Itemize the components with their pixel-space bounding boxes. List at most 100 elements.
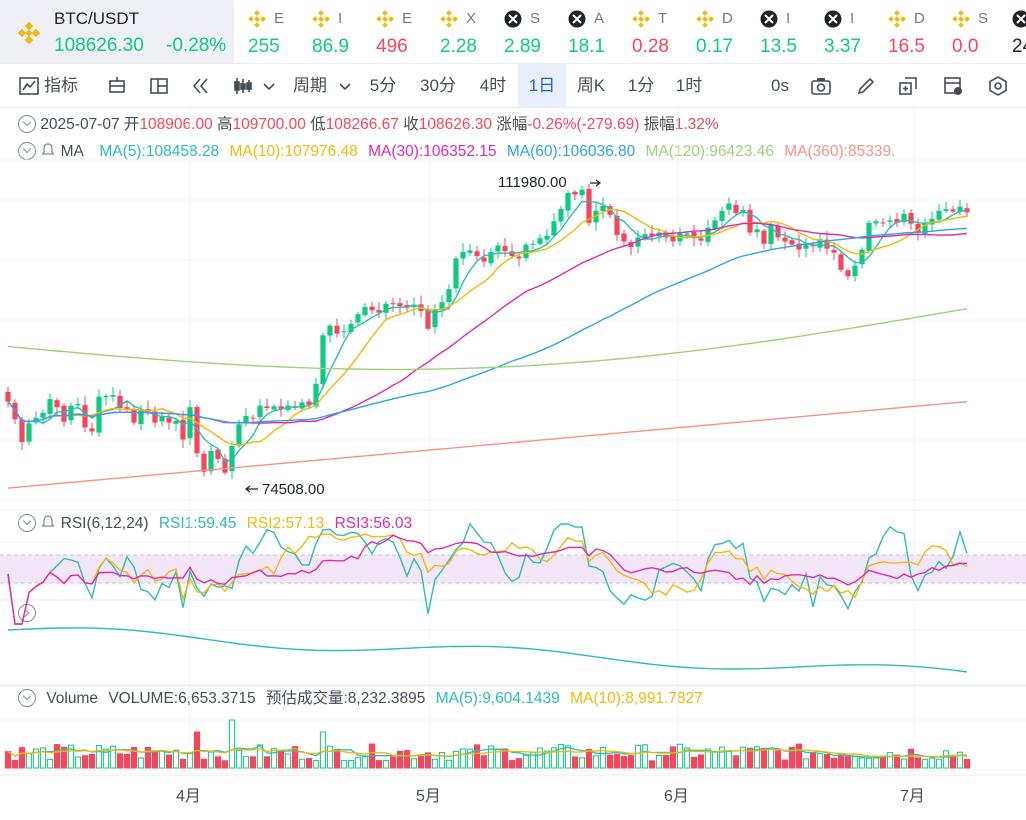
candle-body xyxy=(495,245,501,252)
volume-bar xyxy=(501,748,509,769)
candle-body xyxy=(502,246,508,252)
ticker-item[interactable]: S 0.0 xyxy=(938,0,998,63)
ticker-item[interactable]: I 86.9 xyxy=(298,0,362,63)
volume-bar xyxy=(746,747,754,769)
pencil-icon[interactable] xyxy=(855,75,877,97)
candle-body xyxy=(376,310,382,313)
ticker-name: D xyxy=(914,10,925,27)
candle-body xyxy=(180,419,186,440)
candle-body xyxy=(516,256,522,259)
interval-tab[interactable]: 30分 xyxy=(420,76,456,95)
volume-bar xyxy=(389,756,397,769)
volume-bar xyxy=(872,757,880,769)
ticker-item[interactable]: S 2.89 xyxy=(490,0,554,63)
candle-body xyxy=(439,302,445,310)
volume-bar xyxy=(144,746,152,769)
volume-bar xyxy=(480,755,488,769)
interval-tab[interactable]: 1时 xyxy=(675,76,703,95)
ticker-item[interactable]: E 255 xyxy=(234,0,298,63)
volume-bar xyxy=(214,756,222,769)
volume-bar xyxy=(32,748,40,769)
volume-bar xyxy=(935,758,943,769)
candle-body xyxy=(327,325,333,336)
candle-body xyxy=(61,405,67,422)
candle-body xyxy=(250,417,256,419)
volume-bar xyxy=(732,755,740,769)
ticker-item[interactable]: I 13.5 xyxy=(746,0,810,63)
candle-body xyxy=(19,419,25,442)
ma120-line xyxy=(7,308,968,371)
candle-body xyxy=(285,405,291,410)
bell-icon[interactable] xyxy=(40,514,56,530)
chevron-down-icon[interactable] xyxy=(258,75,280,97)
volume-bar xyxy=(606,754,614,769)
volume-bar xyxy=(725,750,733,769)
candle-body xyxy=(768,224,774,245)
interval-tab[interactable]: 周K xyxy=(576,76,606,95)
candle-body xyxy=(537,238,543,244)
interval-tab[interactable]: 5分 xyxy=(369,76,397,95)
high-value: 109700.00 xyxy=(232,116,306,133)
volume-bar xyxy=(515,758,523,769)
period-dropdown[interactable]: 周期 xyxy=(293,76,327,95)
candle-body xyxy=(712,220,718,229)
candle-body xyxy=(684,233,690,235)
volume-bar xyxy=(865,757,873,769)
ticker-value: 24. xyxy=(1012,36,1026,57)
collapse-icon[interactable] xyxy=(18,115,36,133)
candle-body xyxy=(775,225,781,238)
x-coin-icon xyxy=(504,10,522,28)
candle-body xyxy=(586,188,592,223)
volume-bar xyxy=(837,754,845,769)
volume-bar xyxy=(571,756,579,769)
collapse-icon[interactable] xyxy=(18,514,36,532)
ticker-item[interactable]: T 0.28 xyxy=(618,0,682,63)
camera-icon[interactable] xyxy=(810,75,832,97)
interval-tab[interactable]: 1分 xyxy=(627,76,655,95)
indicator-icon[interactable] xyxy=(18,75,40,97)
volume-bar xyxy=(179,758,187,769)
active-symbol-tab[interactable]: BTC/USDT 108626.30 -0.28% xyxy=(0,0,234,63)
ma60-value: MA(60):106036.80 xyxy=(506,143,636,160)
candle-body xyxy=(124,407,130,409)
candle-body xyxy=(810,245,816,247)
interval-tab[interactable]: 1日 xyxy=(518,64,566,108)
volume-bar xyxy=(508,760,516,769)
replay-icon[interactable] xyxy=(190,75,212,97)
candle-body xyxy=(866,222,872,251)
ticker-item[interactable]: X 2.28 xyxy=(426,0,490,63)
volume-bar xyxy=(88,753,96,769)
layout-icon[interactable] xyxy=(148,75,170,97)
ticker-item[interactable]: I 3.37 xyxy=(810,0,874,63)
bell-icon[interactable] xyxy=(40,142,56,158)
binance-coin-icon xyxy=(312,10,330,28)
candle-body xyxy=(166,417,172,423)
volume-bar xyxy=(893,754,901,769)
ticker-item[interactable]: 24. xyxy=(998,0,1026,63)
ticker-value: 3.37 xyxy=(824,36,861,57)
volume-bar xyxy=(424,752,432,769)
settings-icon[interactable] xyxy=(987,75,1009,97)
volume-bar xyxy=(704,748,712,769)
chart-style-icon[interactable] xyxy=(232,75,254,97)
chevron-down-icon[interactable] xyxy=(334,75,356,97)
volume-bar xyxy=(158,750,166,769)
ticker-item[interactable]: E 496 xyxy=(362,0,426,63)
template-icon[interactable] xyxy=(942,75,964,97)
candle-body xyxy=(649,233,655,236)
add-window-icon[interactable] xyxy=(897,75,919,97)
ticker-item[interactable]: D 0.17 xyxy=(682,0,746,63)
indicator-button[interactable]: 指标 xyxy=(44,76,78,95)
volume-bar xyxy=(123,753,131,769)
candle-type-icon[interactable] xyxy=(106,75,128,97)
low-value: 108266.67 xyxy=(325,116,399,133)
candle-body xyxy=(229,446,235,472)
ticker-item[interactable]: D 16.5 xyxy=(874,0,938,63)
ticker-value: 255 xyxy=(248,36,280,57)
interval-tab[interactable]: 4时 xyxy=(479,76,507,95)
collapse-icon[interactable] xyxy=(18,689,36,707)
ticker-item[interactable]: A 18.1 xyxy=(554,0,618,63)
symbol-price: 108626.30 xyxy=(54,35,144,56)
symbol-name: BTC/USDT xyxy=(54,9,139,28)
